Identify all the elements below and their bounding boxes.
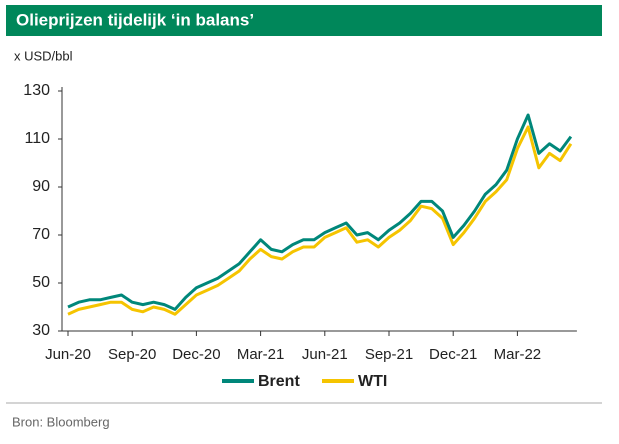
y-tick-label: 70 <box>32 226 50 243</box>
x-tick-label: Jun-20 <box>45 346 91 363</box>
title-bar <box>6 5 602 36</box>
y-tick-label: 30 <box>32 322 50 339</box>
series-line <box>67 113 573 311</box>
x-tick-label: Dec-21 <box>429 346 477 363</box>
y-tick-label: 110 <box>24 130 50 147</box>
y-tick-label: 90 <box>32 178 50 195</box>
x-tick-label: Dec-20 <box>172 346 220 363</box>
x-tick-label: Sep-20 <box>108 346 156 363</box>
y-tick-label: 130 <box>23 82 50 99</box>
legend-label: WTI <box>358 373 387 390</box>
x-tick-label: Jun-21 <box>302 346 348 363</box>
chart-title: Olieprijzen tijdelijk ‘in balans’ <box>16 10 254 29</box>
series-line <box>67 125 573 316</box>
x-tick-label: Mar-22 <box>494 346 542 363</box>
x-tick-label: Sep-21 <box>365 346 413 363</box>
source: Bron: Bloomberg <box>12 414 110 429</box>
legend-label: Brent <box>258 373 300 390</box>
y-tick-label: 50 <box>32 274 50 291</box>
x-tick-label: Mar-21 <box>237 346 285 363</box>
y-axis-label: x USD/bbl <box>14 48 73 63</box>
